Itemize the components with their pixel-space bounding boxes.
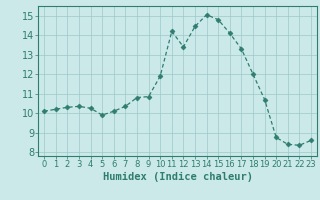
X-axis label: Humidex (Indice chaleur): Humidex (Indice chaleur) (103, 172, 252, 182)
